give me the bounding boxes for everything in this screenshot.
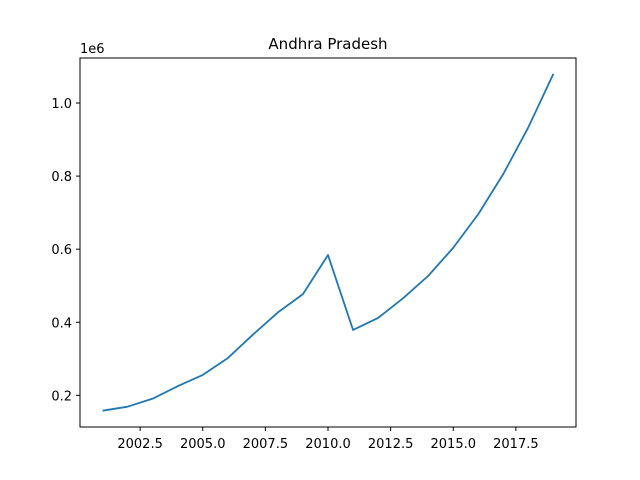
series-line: [102, 73, 555, 412]
series-layer: [102, 73, 555, 412]
x-tick-label: 2017.5: [493, 437, 539, 452]
plot-frame: [79, 57, 577, 428]
x-tick-label: 2007.5: [243, 437, 289, 452]
x-tick-label: 2015.0: [431, 437, 477, 452]
x-axis: 2002.5 2005.0 2007.5 2010.0 2012.5 2015.0 2017…: [117, 427, 539, 452]
y-tick-label: 0.6: [51, 243, 72, 258]
x-tick-label: 2005.0: [180, 437, 226, 452]
chart-title: Andhra Pradesh: [268, 35, 387, 53]
x-tick-label: 2010.0: [305, 437, 351, 452]
y-offset-label: 1e6: [80, 42, 105, 57]
y-tick-label: 0.2: [51, 389, 72, 404]
x-tick-label: 2012.5: [368, 437, 414, 452]
y-tick-label: 1.0: [51, 97, 72, 112]
y-axis: 0.2 0.4 0.6 0.8 1.0: [51, 97, 80, 404]
y-tick-label: 0.4: [51, 316, 72, 331]
y-tick-label: 0.8: [51, 170, 72, 185]
x-tick-label: 2002.5: [117, 437, 163, 452]
